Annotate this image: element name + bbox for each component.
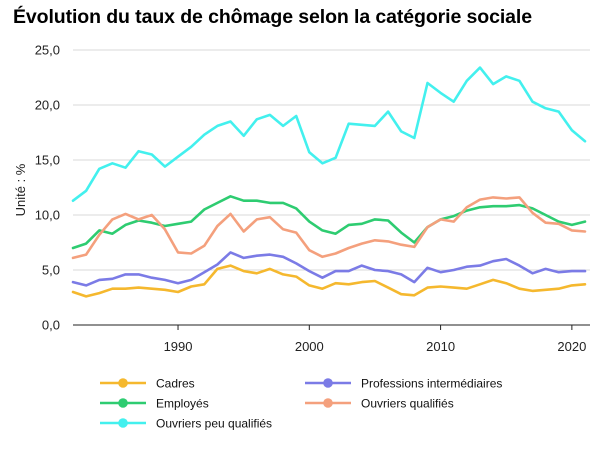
y-tick-label: 0,0 [42, 318, 60, 333]
legend-label: Ouvriers qualifiés [361, 397, 454, 411]
series-line-ouvriers-qualifi-s [71, 196, 587, 260]
x-tick-label: 1990 [164, 339, 193, 354]
x-tick-label: 2020 [557, 339, 586, 354]
y-tick-label: 25,0 [35, 43, 60, 58]
legend-item: Ouvriers peu qualifiés [100, 417, 272, 431]
legend-marker [323, 378, 333, 388]
legend-item: Employés [100, 397, 209, 411]
legend-label: Cadres [156, 377, 195, 391]
legend-item: Ouvriers qualifiés [305, 397, 454, 411]
legend-marker [118, 398, 128, 408]
series-line-cadres [71, 264, 587, 298]
legend: Cadres Professions intermédiaires Employés… [100, 377, 502, 431]
legend-label: Ouvriers peu qualifiés [156, 417, 272, 431]
legend-label: Professions intermédiaires [361, 377, 502, 391]
x-tick-label: 2010 [426, 339, 455, 354]
legend-item: Professions intermédiaires [305, 377, 502, 391]
chart-title: Évolution du taux de chômage selon la ca… [13, 6, 532, 28]
legend-marker [323, 398, 333, 408]
legend-marker [118, 418, 128, 428]
series-line-ouvriers-peu-qualifi-s [71, 66, 587, 202]
legend-label: Employés [156, 397, 209, 411]
y-axis-label: Unité : % [13, 163, 28, 216]
legend-item: Cadres [100, 377, 195, 391]
series-lines [71, 66, 587, 298]
x-axis: 1990 2000 2010 2020 [73, 324, 590, 354]
y-tick-label: 20,0 [35, 98, 60, 113]
y-tick-label: 5,0 [42, 263, 60, 278]
series-line-employ-s [71, 195, 587, 250]
series-line-professions-interm-diaires [71, 251, 587, 287]
legend-marker [118, 378, 128, 388]
x-tick-label: 2000 [295, 339, 324, 354]
y-tick-label: 15,0 [35, 153, 60, 168]
y-axis-tick-labels: 0,0 5,0 10,0 15,0 20,0 25,0 [35, 43, 60, 333]
y-tick-label: 10,0 [35, 208, 60, 223]
